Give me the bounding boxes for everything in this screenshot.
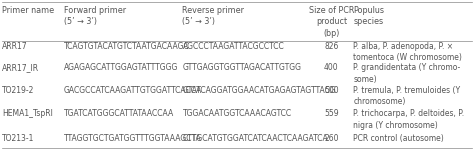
Text: P. tremula, P. tremuloides (Y
chromosome): P. tremula, P. tremuloides (Y chromosome… [353, 86, 460, 106]
Text: CTTGCATGTGGATCATCAACTCAAGATCA: CTTGCATGTGGATCATCAACTCAAGATCA [182, 134, 328, 143]
Text: AGAGAGCATTGGAGTATTTGGG: AGAGAGCATTGGAGTATTTGGG [64, 63, 178, 72]
Text: Forward primer
(5’ → 3’): Forward primer (5’ → 3’) [64, 6, 126, 26]
Text: TTAGGTGCTGATGGTTTGGTAAAGCTA: TTAGGTGCTGATGGTTTGGTAAAGCTA [64, 134, 202, 143]
Text: GTATCAGGATGGAACATGAGAGTAGTTACG: GTATCAGGATGGAACATGAGAGTAGTTACG [182, 86, 336, 95]
Text: Reverse primer
(5’ → 3’): Reverse primer (5’ → 3’) [182, 6, 245, 26]
Text: AGCCCTAAGATTACGCCTCC: AGCCCTAAGATTACGCCTCC [182, 42, 284, 51]
Text: P. trichocarpa, P. deltoides, P.
nigra (Y chromosome): P. trichocarpa, P. deltoides, P. nigra (… [353, 109, 464, 130]
Text: TGGACAATGGTCAAACAGTCC: TGGACAATGGTCAAACAGTCC [182, 109, 292, 119]
Text: TGATCATGGGCATTATAACCAA: TGATCATGGGCATTATAACCAA [64, 109, 174, 119]
Text: TCAGTGTACATGTCTAATGACAAGC: TCAGTGTACATGTCTAATGACAAGC [64, 42, 190, 51]
Text: Primer name: Primer name [2, 6, 55, 15]
Text: HEMA1_TspRI: HEMA1_TspRI [2, 109, 53, 119]
Text: 500: 500 [324, 86, 338, 95]
Text: TO219-2: TO219-2 [2, 86, 35, 95]
Text: ARR17_IR: ARR17_IR [2, 63, 39, 72]
Text: GTTGAGGTGGTTAGACATTGTGG: GTTGAGGTGGTTAGACATTGTGG [182, 63, 301, 72]
Text: Populus
species: Populus species [353, 6, 384, 26]
Text: P. alba, P. adenopoda, P. ×
tomentoса (W chromosome): P. alba, P. adenopoda, P. × tomentoса (W… [353, 42, 462, 62]
Text: GACGCCATCAAGATTGTGGATTCACCA: GACGCCATCAAGATTGTGGATTCACCA [64, 86, 202, 95]
Text: 559: 559 [324, 109, 338, 119]
Text: 826: 826 [324, 42, 338, 51]
Text: 400: 400 [324, 63, 338, 72]
Text: PCR control (autosome): PCR control (autosome) [353, 134, 444, 143]
Text: Size of PCR
product
(bp): Size of PCR product (bp) [309, 6, 354, 38]
Text: 260: 260 [324, 134, 338, 143]
Text: ARR17: ARR17 [2, 42, 28, 51]
Text: TO213-1: TO213-1 [2, 134, 35, 143]
Text: P. grandidentata (Y chromo-
some): P. grandidentata (Y chromo- some) [353, 63, 460, 84]
